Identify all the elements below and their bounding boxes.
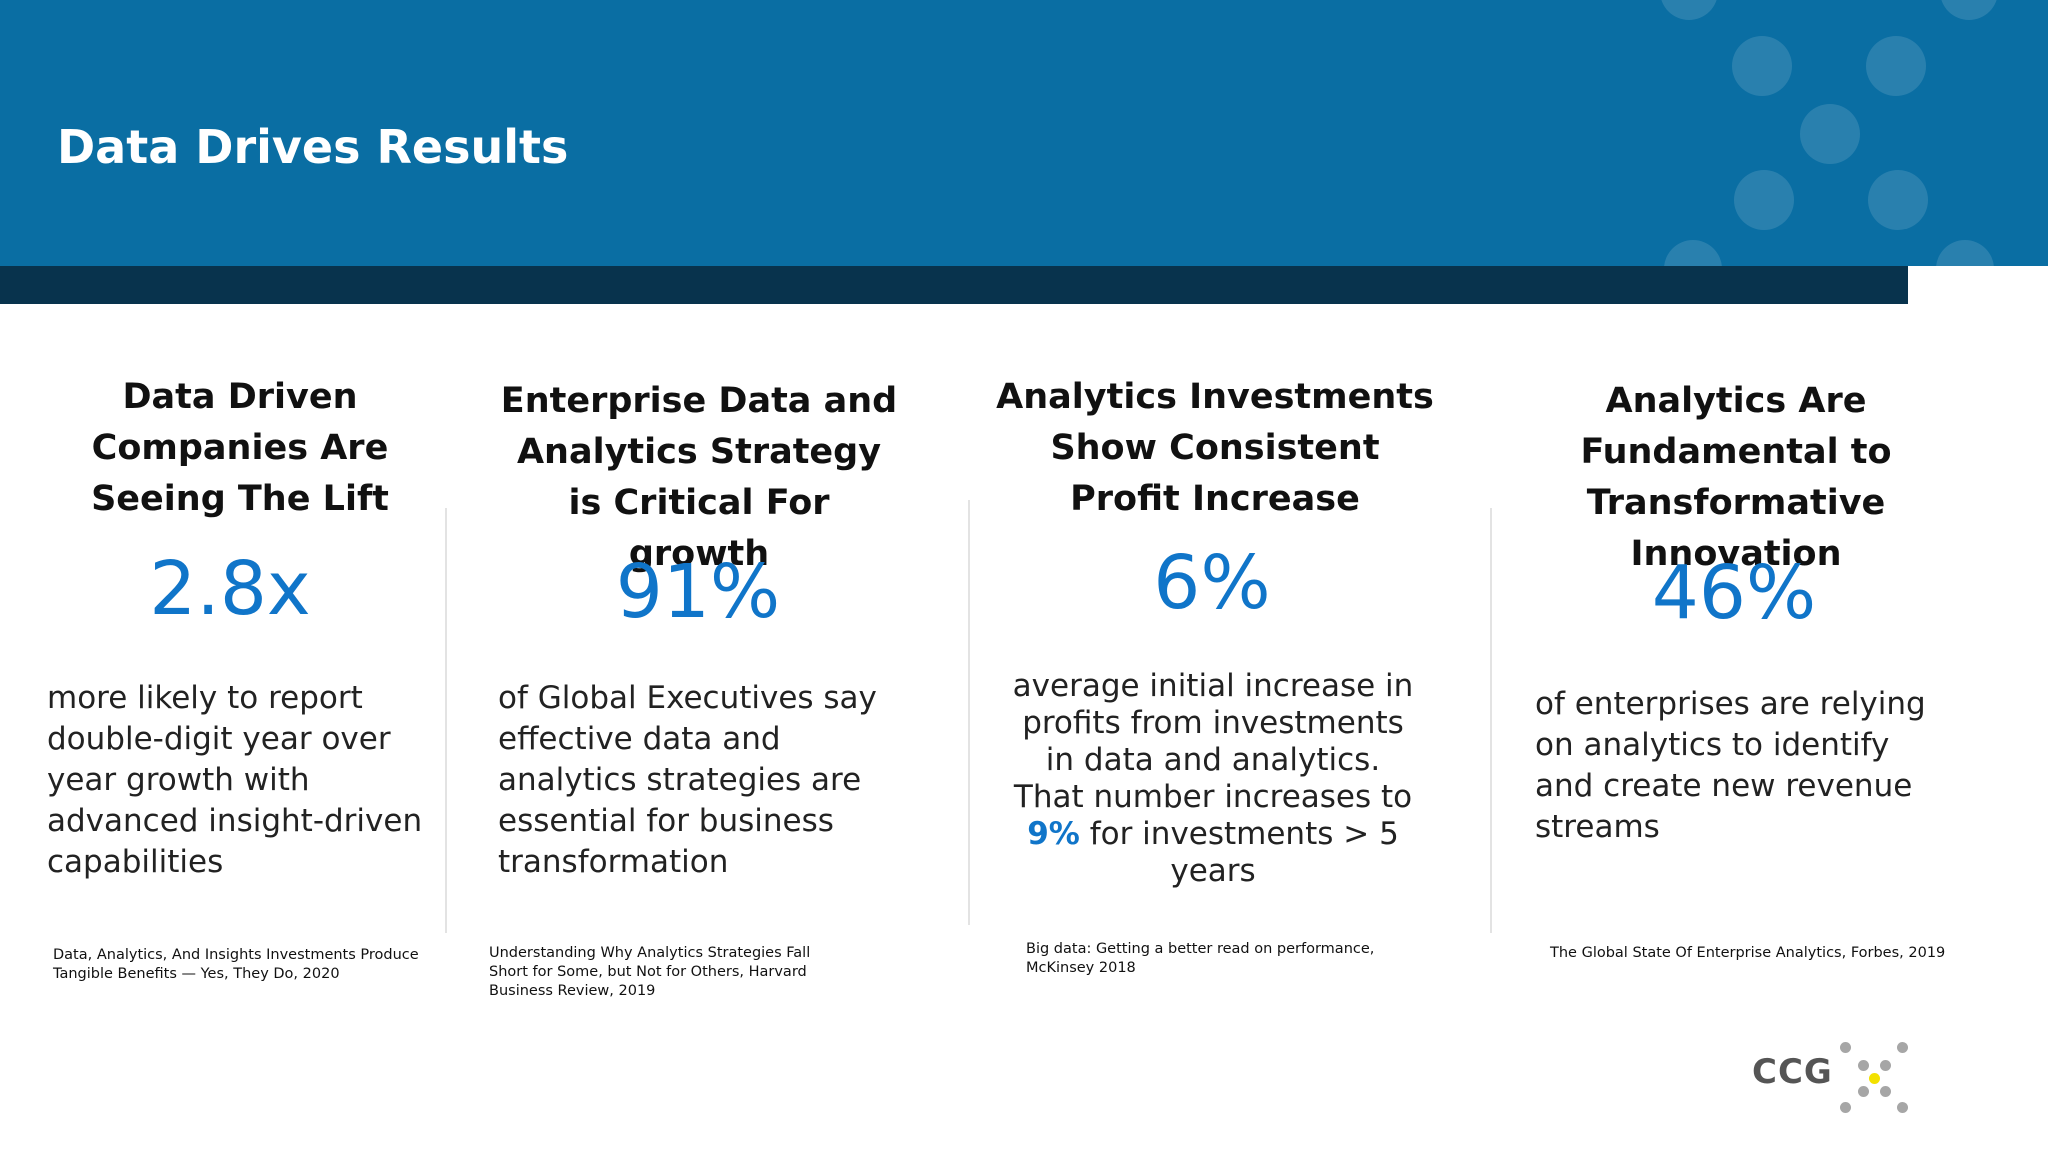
decorative-dot — [1868, 170, 1928, 230]
column-body: more likely to report double-digit year … — [47, 680, 423, 880]
decorative-dot — [1936, 240, 1994, 266]
column-body-highlight: 9% — [1027, 816, 1080, 852]
column-heading: Analytics Investments Show Consistent Pr… — [996, 377, 1434, 519]
column-stat: 46% — [1651, 550, 1817, 636]
column-body-text: average initial increase in profits from… — [1012, 668, 1414, 815]
ccg-logo: CCG — [1750, 1038, 1920, 1114]
decorative-dot — [1800, 104, 1860, 164]
column-source: Data, Analytics, And Insights Investment… — [53, 947, 419, 982]
page-title: Data Drives Results — [57, 120, 569, 174]
decorative-dot — [1664, 240, 1722, 266]
column-divider — [968, 500, 970, 925]
column-heading: Analytics Are Fundamental to Transformat… — [1580, 381, 1892, 574]
column-body-text: for investments > 5 years — [1089, 816, 1399, 889]
column-divider — [445, 508, 447, 933]
column-divider — [1490, 508, 1492, 933]
column-stat: 6% — [1153, 540, 1271, 626]
column-heading: Enterprise Data and Analytics Strategy i… — [500, 381, 898, 574]
column-body: of Global Executives say effective data … — [498, 680, 877, 880]
column-source: The Global State Of Enterprise Analytics… — [1550, 945, 1946, 961]
column-heading: Data Driven Companies Are Seeing The Lif… — [91, 377, 389, 519]
column-body: average initial increase in profits from… — [1008, 668, 1418, 890]
column-body: of enterprises are relying on analytics … — [1535, 686, 1926, 845]
column-source: Big data: Getting a better read on perfo… — [1026, 941, 1375, 976]
column-source: Understanding Why Analytics Strategies F… — [489, 945, 811, 999]
header-band: Data Drives Results — [0, 0, 2048, 266]
accent-bar — [0, 266, 1908, 304]
column-stat: 91% — [615, 549, 781, 635]
decorative-dot — [1732, 36, 1792, 96]
decorative-dot — [1866, 36, 1926, 96]
column-stat: 2.8x — [149, 546, 311, 632]
logo-text: CCG — [1752, 1052, 1833, 1092]
decorative-dot — [1940, 0, 1998, 20]
decorative-dot — [1660, 0, 1718, 20]
decorative-dot — [1734, 170, 1794, 230]
